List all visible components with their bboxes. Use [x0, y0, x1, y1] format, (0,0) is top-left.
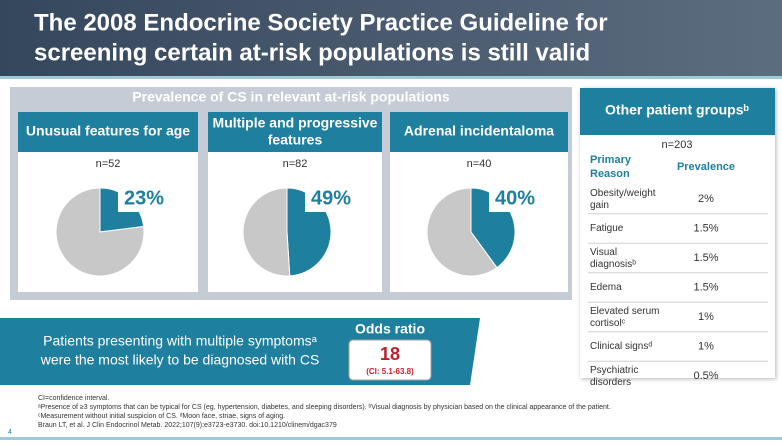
card-n: n=52	[96, 158, 121, 170]
header-rule	[0, 76, 782, 79]
footnote: ᶜMeasurement without initial suspicion o…	[38, 413, 285, 420]
banner-line: were the most likely to be diagnosed wit…	[40, 352, 320, 368]
card-title: Unusual features for age	[26, 123, 190, 139]
row-reason: Psychiatric disorders	[590, 365, 638, 388]
row-prevalence: 1%	[698, 311, 714, 323]
pie-slice	[426, 187, 498, 277]
row-prevalence: 0.5%	[693, 370, 718, 382]
column-header: Primary Reason	[590, 154, 632, 180]
title-line: The 2008 Endocrine Society Practice Guid…	[34, 9, 608, 36]
card-header	[208, 112, 382, 152]
title-line: screening certain at-risk populations is…	[34, 39, 590, 66]
card-n: n=82	[283, 158, 308, 170]
row-reason: Edema	[590, 282, 622, 293]
footnote: CI=confidence interval.	[38, 395, 109, 402]
card-header	[390, 112, 568, 152]
label-box	[305, 184, 357, 212]
value-label: 23%	[124, 187, 164, 209]
row-prevalence: 1.5%	[693, 252, 718, 264]
row-prevalence: 1.5%	[693, 222, 718, 234]
column-header: Prevalence	[677, 161, 735, 173]
card-header	[18, 112, 198, 152]
page-number: 4	[8, 429, 12, 436]
panel-title: Prevalence of CS in relevant at-risk pop…	[132, 89, 450, 105]
pie-slice	[242, 187, 291, 277]
row-reason: Obesity/weight gain	[590, 188, 656, 211]
card-title: Adrenal incidentaloma	[404, 123, 554, 139]
row-reason: Visual diagnosisᵇ	[590, 247, 636, 270]
value-label: 49%	[311, 187, 351, 209]
footnote: Braun LT, et al. J Clin Endocrinol Metab…	[38, 422, 337, 429]
row-reason: Elevated serum cortisolᶜ	[590, 306, 659, 329]
value-label: 40%	[495, 187, 535, 209]
header-bar	[0, 0, 782, 78]
row-reason: Fatigue	[590, 223, 624, 234]
odds-value: 18	[380, 344, 400, 364]
odds-ci: (CI: 5.1-63.8)	[366, 367, 414, 376]
row-reason: Clinical signsᵈ	[590, 341, 652, 352]
row-prevalence: 2%	[698, 193, 714, 205]
label-box	[489, 184, 541, 212]
footer-rule	[0, 437, 782, 440]
pie-slice	[55, 187, 145, 277]
card-title: Multiple and progressive features	[213, 114, 378, 147]
row-prevalence: 1.5%	[693, 281, 718, 293]
side-n: n=203	[662, 139, 693, 151]
row-prevalence: 1%	[698, 340, 714, 352]
odds-box	[348, 339, 432, 381]
side-panel	[580, 88, 775, 378]
label-box	[118, 184, 170, 212]
banner-line: Patients presenting with multiple sympto…	[43, 333, 317, 349]
side-header	[580, 88, 775, 135]
odds-label: Odds ratio	[355, 321, 425, 337]
card-n: n=40	[467, 158, 492, 170]
footnote: ᵃPresence of ≥3 symptoms that can be typ…	[38, 404, 611, 411]
side-title: Other patient groupsᵇ	[605, 102, 749, 118]
